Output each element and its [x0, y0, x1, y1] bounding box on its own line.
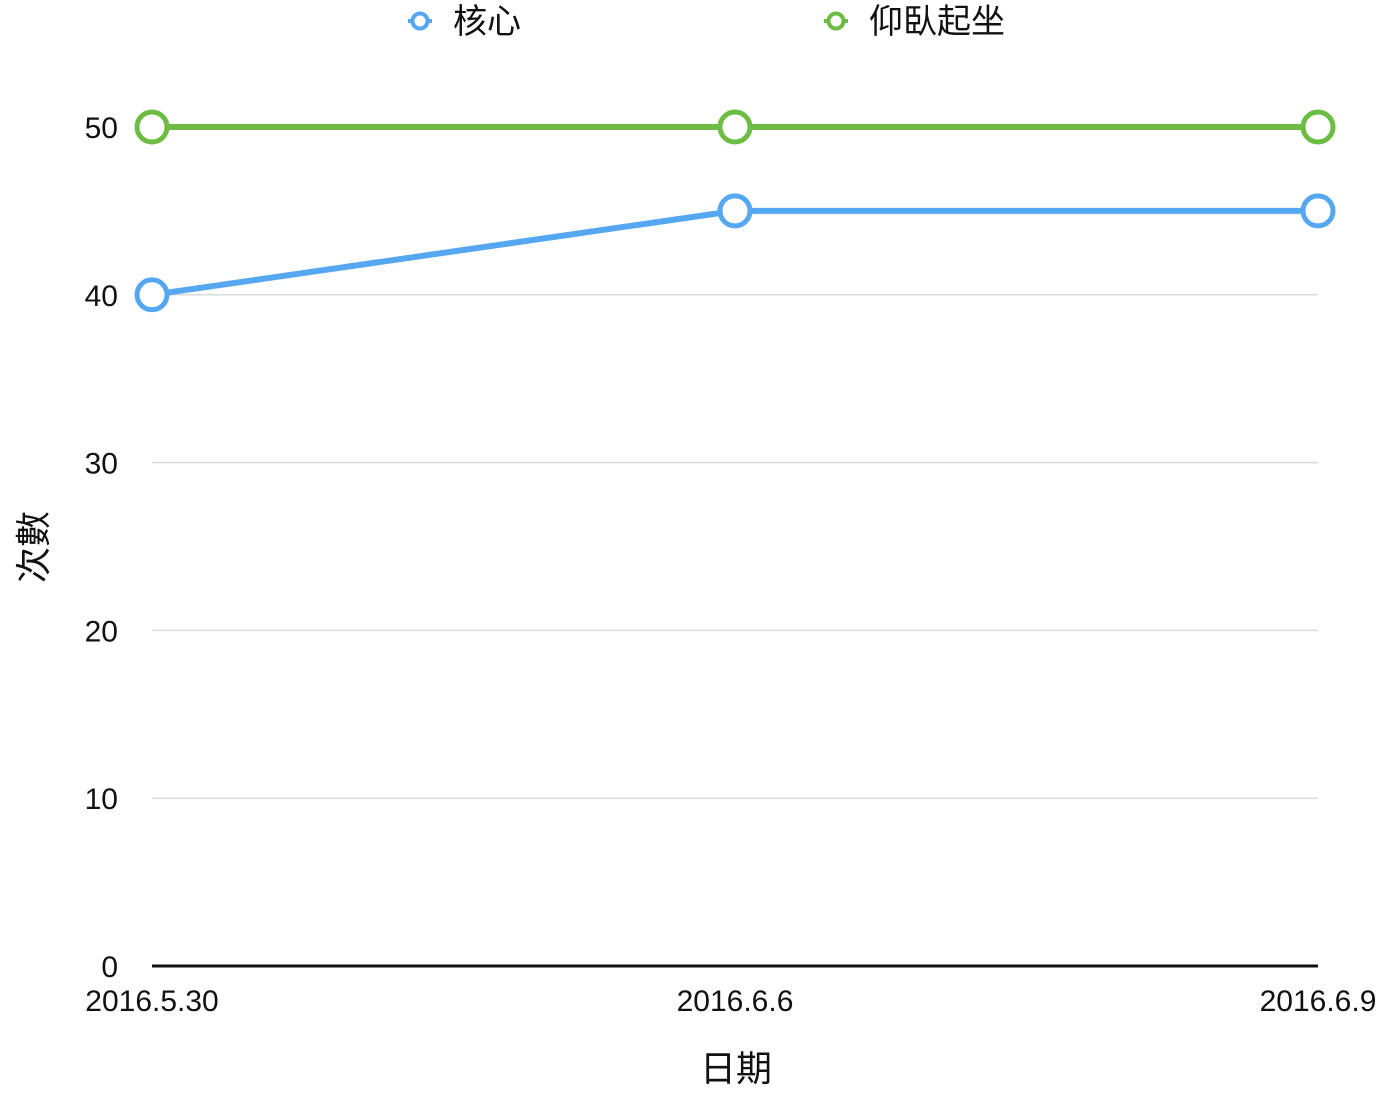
y-tick-label: 10	[85, 783, 118, 816]
y-tick-label: 20	[85, 615, 118, 648]
x-tick-labels: 2016.5.30 2016.6.6 2016.6.9	[85, 985, 1376, 1018]
legend-label: 仰臥起坐	[869, 2, 1005, 42]
data-point	[134, 109, 170, 145]
y-tick-label: 40	[85, 280, 118, 313]
legend-marker-icon	[826, 11, 846, 31]
series-2	[134, 109, 1336, 145]
y-tick-label: 30	[85, 448, 118, 481]
data-point	[1300, 109, 1336, 145]
data-point	[717, 109, 753, 145]
legend: 核心 仰臥起坐	[408, 2, 1005, 42]
x-axis-title: 日期	[700, 1049, 772, 1090]
x-tick-label: 2016.5.30	[85, 985, 218, 1018]
y-axis-title: 次數	[14, 511, 55, 583]
x-tick-label: 2016.6.9	[1260, 985, 1377, 1018]
x-tick-label: 2016.6.6	[677, 985, 794, 1018]
series-1	[134, 193, 1336, 313]
legend-item: 仰臥起坐	[824, 2, 1005, 42]
data-point	[1300, 193, 1336, 229]
legend-marker-icon	[410, 11, 430, 31]
y-tick-label: 50	[85, 112, 118, 145]
legend-label: 核心	[453, 2, 521, 42]
y-tick-labels: 0 10 20 30 40 50	[85, 112, 118, 984]
legend-item: 核心	[408, 2, 521, 42]
data-point	[134, 277, 170, 313]
y-tick-label: 0	[101, 951, 118, 984]
data-point	[717, 193, 753, 229]
series-group	[134, 109, 1336, 313]
